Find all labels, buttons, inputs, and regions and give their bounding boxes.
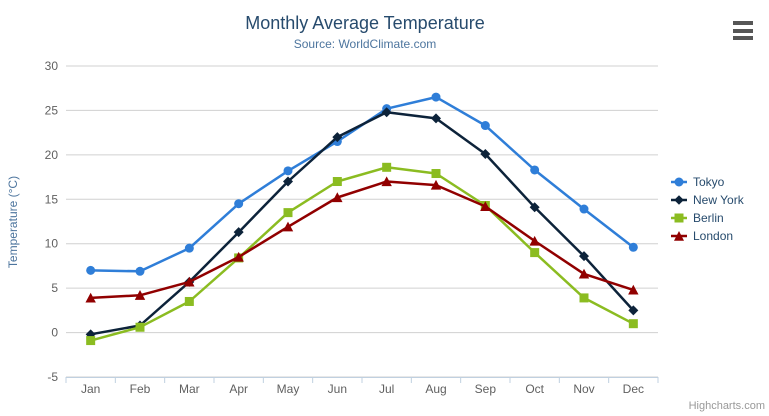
- x-axis-label: Apr: [229, 382, 248, 396]
- legend-label: New York: [693, 193, 744, 207]
- x-axis-label: Sep: [475, 382, 497, 396]
- gridlines: [66, 65, 658, 378]
- x-axis-label: Nov: [573, 382, 594, 396]
- y-axis-label: 0: [51, 326, 58, 340]
- diamond-marker-icon: [671, 195, 687, 205]
- series-london[interactable]: [85, 176, 639, 303]
- circle-marker-icon: [671, 177, 687, 187]
- legend-item-new-york[interactable]: New York: [671, 191, 744, 209]
- y-axis-label: 25: [45, 103, 59, 117]
- y-axis-label: 10: [45, 237, 59, 251]
- y-axis-labels: -5 0 5 10 15 20 25 30: [45, 59, 59, 384]
- x-axis-label: Jan: [81, 382, 100, 396]
- series-new-york[interactable]: [85, 107, 639, 340]
- y-axis-label: 5: [51, 281, 58, 295]
- series-tokyo[interactable]: [86, 92, 638, 276]
- hamburger-icon: [733, 28, 753, 33]
- x-axis-label: Dec: [623, 382, 644, 396]
- x-axis-label: Mar: [179, 382, 200, 396]
- y-axis-label: -5: [47, 370, 58, 384]
- chart-title: Monthly Average Temperature: [245, 13, 485, 33]
- highcharts-credit-link[interactable]: Highcharts.com: [688, 400, 765, 412]
- x-axis-label: Aug: [425, 382, 446, 396]
- hamburger-icon: [733, 21, 753, 25]
- y-axis-label: 30: [45, 59, 59, 73]
- x-axis-label: Jun: [328, 382, 347, 396]
- legend-item-tokyo[interactable]: Tokyo: [671, 173, 744, 191]
- triangle-marker-icon: [671, 231, 687, 241]
- x-axis-label: Jul: [379, 382, 394, 396]
- y-axis-label: 15: [45, 192, 59, 206]
- legend-label: London: [693, 229, 734, 243]
- chart-context-menu-button[interactable]: [733, 21, 755, 40]
- legend-item-london[interactable]: London: [671, 227, 744, 245]
- x-axis-label: Feb: [130, 382, 151, 396]
- x-axis-label: Oct: [525, 382, 544, 396]
- legend-item-berlin[interactable]: Berlin: [671, 209, 744, 227]
- x-axis-label: May: [277, 382, 300, 396]
- chart-subtitle: Source: WorldClimate.com: [293, 37, 437, 51]
- legend-label: Tokyo: [693, 175, 725, 189]
- x-axis-labels: Jan Feb Mar Apr May Jun Jul Aug Sep Oct Nov Dec: [81, 382, 644, 396]
- legend-label: Berlin: [693, 211, 724, 225]
- y-axis-label: 20: [45, 148, 59, 162]
- hamburger-icon: [733, 36, 753, 40]
- square-marker-icon: [671, 213, 687, 223]
- legend: Tokyo New York Berlin London: [671, 173, 744, 245]
- x-axis: [65, 377, 659, 383]
